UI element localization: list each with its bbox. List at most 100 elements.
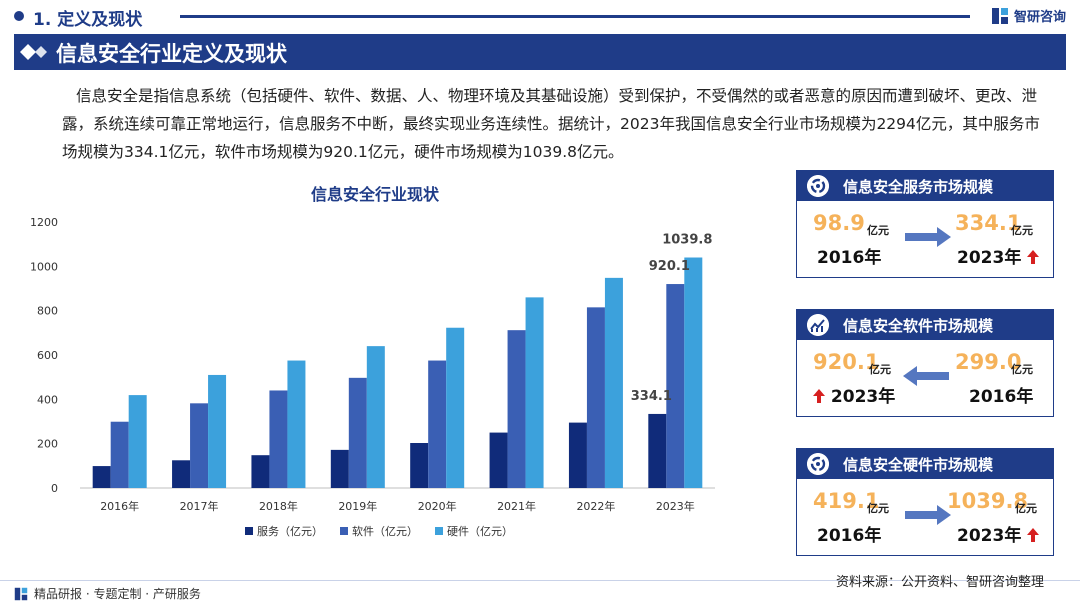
data-label: 334.1 — [631, 389, 672, 404]
bar-1-6 — [586, 307, 605, 488]
y-tick-label: 1000 — [30, 260, 58, 273]
up-arrow-icon — [1027, 250, 1040, 264]
up-arrow-icon — [813, 389, 825, 403]
market-card-0: 信息安全服务市场规模 98.9 亿元 2016年 334.1 亿元 2023年 — [796, 170, 1054, 278]
x-tick-label: 2016年 — [100, 499, 139, 513]
bar-0-3 — [330, 449, 349, 488]
legend-label-1: 软件（亿元） — [352, 524, 418, 538]
card-left-year: 2016年 — [817, 243, 881, 268]
right-arrow-icon — [905, 227, 951, 247]
card-left-unit: 亿元 — [867, 502, 889, 515]
y-tick-label: 800 — [37, 305, 58, 318]
bar-0-6 — [568, 422, 587, 488]
card-left-value: 419.1 — [813, 489, 880, 513]
card-left-value: 98.9 — [813, 211, 865, 235]
bar-0-1 — [172, 460, 191, 488]
footer-slogan: 精品研报 · 专题定制 · 产研服务 — [34, 587, 201, 601]
y-tick-label: 0 — [51, 482, 58, 495]
market-card-1: 信息安全软件市场规模 920.1 亿元 2023年 299.0 亿元 2016年 — [796, 309, 1054, 417]
bar-1-1 — [190, 403, 209, 488]
up-arrow-icon — [1027, 528, 1040, 542]
card-right-unit: 亿元 — [1011, 363, 1033, 376]
bar-2-4 — [446, 327, 465, 488]
y-tick-label: 400 — [37, 393, 58, 406]
section-dot — [14, 11, 24, 21]
banner-title: 信息安全行业定义及现状 — [56, 42, 287, 66]
top-bar: 1. 定义及现状 智研咨询 — [0, 0, 1080, 32]
card-left-unit: 亿元 — [869, 363, 891, 376]
left-arrow-icon — [903, 366, 949, 386]
bar-1-5 — [507, 330, 526, 488]
card-right-value: 1039.8 — [947, 489, 1029, 513]
target-icon — [807, 175, 829, 197]
bar-0-5 — [489, 432, 508, 488]
card-left-year: 2016年 — [817, 521, 881, 546]
x-tick-label: 2017年 — [180, 499, 219, 513]
legend-label-0: 服务（亿元） — [257, 525, 323, 538]
bar-2-6 — [604, 277, 623, 488]
bar-1-0 — [110, 421, 129, 488]
card-left-unit: 亿元 — [867, 224, 889, 237]
card-title: 信息安全硬件市场规模 — [843, 456, 994, 474]
card-left-year: 2023年 — [813, 382, 895, 407]
card-right-value: 299.0 — [955, 350, 1022, 374]
footer-logo-icon — [14, 587, 28, 600]
card-left-year-text: 2023年 — [830, 387, 896, 407]
intro-paragraph: 信息安全是指信息系统（包括硬件、软件、数据、人、物理环境及其基础设施）受到保护，… — [62, 82, 1052, 166]
legend-label-2: 硬件（亿元） — [447, 525, 513, 538]
bar-0-0 — [92, 466, 111, 488]
intro-text: 信息安全是指信息系统（包括硬件、软件、数据、人、物理环境及其基础设施）受到保护，… — [62, 87, 1040, 161]
x-tick-label: 2023年 — [656, 499, 695, 513]
bar-1-7 — [666, 284, 685, 488]
card-right-unit: 亿元 — [1015, 502, 1037, 515]
card-right-year-text: 2016年 — [969, 387, 1034, 407]
x-tick-label: 2019年 — [338, 499, 377, 513]
data-label: 920.1 — [649, 259, 690, 274]
bar-1-2 — [269, 390, 288, 488]
right-arrow-icon — [905, 505, 951, 525]
top-divider — [180, 15, 970, 18]
brand-name: 智研咨询 — [1013, 10, 1066, 25]
card-title: 信息安全服务市场规模 — [843, 178, 994, 196]
chart: 信息安全行业现状 0 200 400 600 800 1000 1200 2016年 2017年 2… — [20, 175, 740, 555]
bar-0-4 — [410, 443, 429, 488]
bar-2-2 — [287, 360, 306, 488]
bar-2-3 — [366, 346, 385, 488]
x-tick-label: 2021年 — [497, 499, 536, 513]
target-icon — [807, 453, 829, 475]
brand-logo-icon — [991, 7, 1008, 24]
legend-swatch-2 — [435, 527, 443, 535]
card-right-value: 334.1 — [955, 211, 1022, 235]
source-note: 资料来源：公开资料、智研咨询整理 — [835, 575, 1044, 590]
chart-trend-icon — [807, 314, 829, 336]
legend-swatch-0 — [245, 527, 253, 535]
card-right-year-text: 2023年 — [957, 248, 1022, 268]
section-label: 1. 定义及现状 — [33, 10, 143, 30]
card-right-year-text: 2023年 — [957, 526, 1022, 546]
bar-0-2 — [251, 455, 270, 488]
card-right-year: 2023年 — [957, 521, 1040, 546]
x-tick-label: 2018年 — [259, 499, 298, 513]
card-right-year: 2023年 — [957, 243, 1040, 268]
bar-2-7 — [684, 257, 703, 488]
brand: 智研咨询 — [991, 6, 1066, 25]
diamond-icon — [20, 44, 47, 60]
card-left-year-text: 2016年 — [817, 526, 882, 546]
bar-1-3 — [348, 377, 367, 488]
footer-left: 精品研报 · 专题定制 · 产研服务 — [14, 585, 201, 602]
data-label: 1039.8 — [662, 233, 712, 248]
card-right-unit: 亿元 — [1011, 224, 1033, 237]
legend-swatch-1 — [340, 527, 348, 535]
bar-1-4 — [428, 360, 447, 488]
card-right-year: 2016年 — [969, 382, 1033, 407]
x-tick-label: 2020年 — [418, 499, 457, 513]
chart-svg: 信息安全行业现状 0 200 400 600 800 1000 1200 2016年 2017年 2… — [30, 185, 715, 538]
title-banner: 信息安全行业定义及现状 — [14, 34, 1066, 70]
footer-divider — [0, 580, 1080, 581]
bar-0-7 — [648, 413, 667, 488]
card-header: 信息安全硬件市场规模 — [797, 449, 1053, 479]
market-card-2: 信息安全硬件市场规模 419.1 亿元 2016年 1039.8 亿元 2023年 — [796, 448, 1054, 556]
card-header: 信息安全服务市场规模 — [797, 171, 1053, 201]
x-tick-label: 2022年 — [576, 499, 615, 513]
card-header: 信息安全软件市场规模 — [797, 310, 1053, 340]
